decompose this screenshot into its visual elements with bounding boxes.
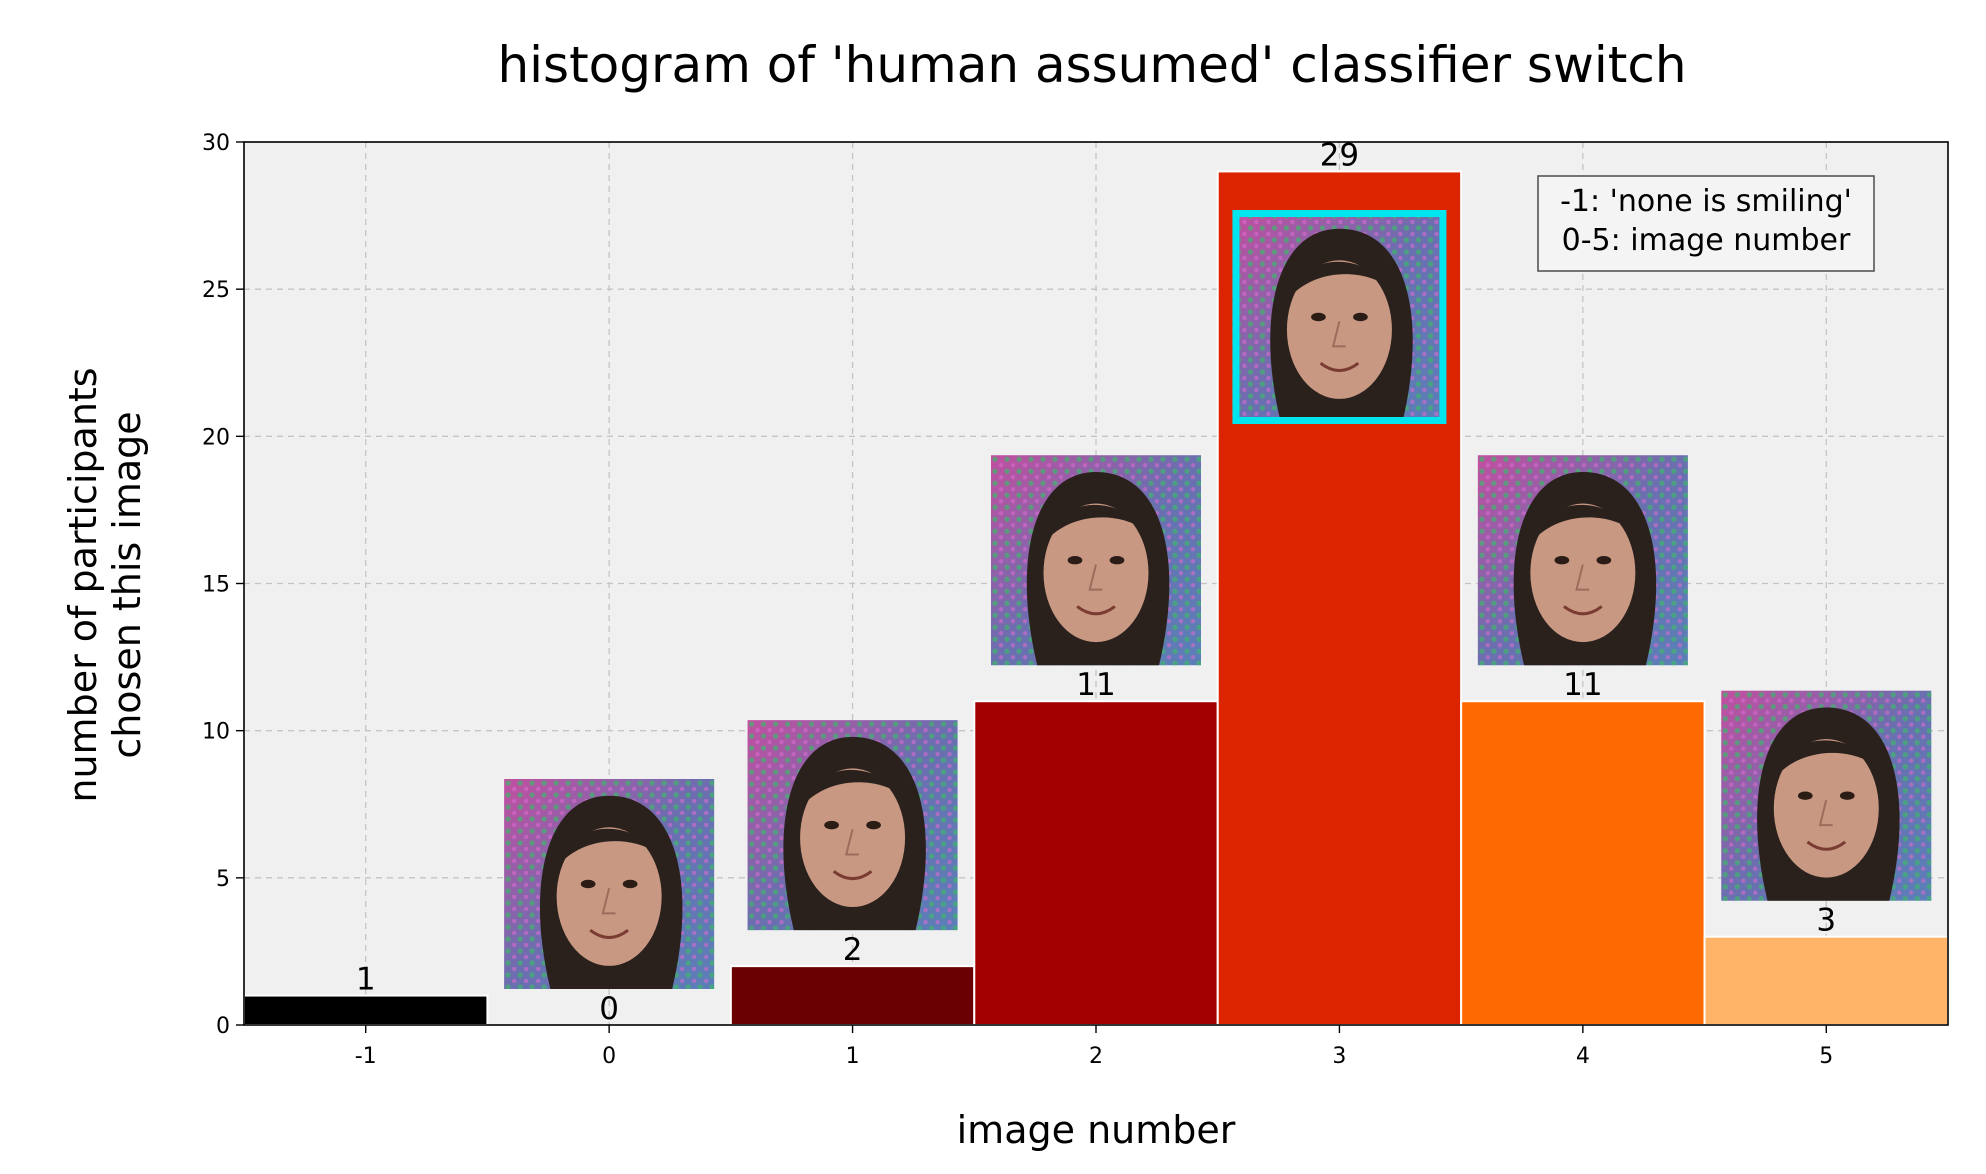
bar-value-labels: 1 0 2 11 29 11 3 [356, 137, 1836, 1027]
highlight-frame [1232, 210, 1447, 424]
y-tick-label: 20 [202, 425, 230, 450]
legend-line-2: 0-5: image number [1562, 223, 1851, 258]
bar-4 [1460, 700, 1706, 1026]
face-image-2 [991, 455, 1201, 666]
legend-line-1: -1: 'none is smiling' [1560, 184, 1852, 219]
face-image-5 [1721, 690, 1932, 901]
y-axis-label-line-1: number of participants [61, 367, 105, 802]
y-tick-label: 30 [202, 131, 230, 156]
y-axis-label-line-2: chosen this image [105, 411, 149, 758]
x-axis-ticks: -1 0 1 2 3 4 5 [355, 1025, 1833, 1069]
chart-title: histogram of 'human assumed' classifier … [497, 36, 1686, 94]
x-tick-label: 0 [602, 1044, 616, 1069]
y-tick-label: 0 [216, 1014, 230, 1039]
face-image-4 [1477, 455, 1688, 666]
bar-2 [973, 700, 1219, 1026]
bar-label-2: 11 [1076, 667, 1115, 703]
bar-label-1: 2 [843, 932, 863, 968]
legend: -1: 'none is smiling' 0-5: image number [1537, 175, 1875, 272]
legend-box [1537, 175, 1875, 272]
y-tick-label: 10 [202, 720, 230, 745]
x-tick-label: -1 [355, 1044, 377, 1069]
x-tick-label: 3 [1332, 1044, 1346, 1069]
x-axis-label: image number [957, 1108, 1236, 1152]
bar-label--1: 1 [356, 962, 376, 998]
bar-1 [729, 965, 976, 1027]
bar--1 [243, 994, 489, 1026]
face-image-3 [1232, 210, 1447, 424]
y-tick-label: 15 [202, 573, 230, 598]
x-tick-label: 1 [846, 1044, 860, 1069]
bar-label-0: 0 [599, 991, 619, 1027]
x-tick-label: 2 [1089, 1044, 1103, 1069]
y-tick-label: 5 [216, 867, 230, 892]
face-image-0 [504, 779, 715, 989]
y-tick-label: 25 [202, 278, 230, 303]
y-axis-ticks: 0 5 10 15 20 25 30 [202, 131, 244, 1039]
face-thumbnails [504, 210, 1932, 989]
bar-label-5: 3 [1816, 903, 1836, 939]
bar-5 [1703, 935, 1949, 1027]
x-tick-label: 5 [1819, 1044, 1833, 1069]
face-image-1 [747, 720, 958, 931]
x-tick-label: 4 [1576, 1044, 1590, 1069]
bar-label-4: 11 [1563, 667, 1602, 703]
bar-label-3: 29 [1320, 137, 1359, 173]
